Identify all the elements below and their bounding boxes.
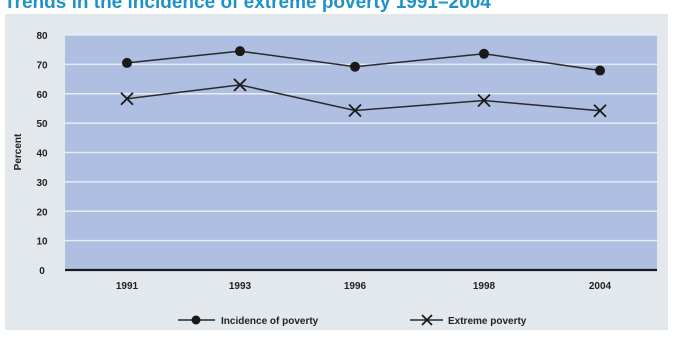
- x-tick-label: 1998: [473, 281, 496, 292]
- y-axis: Percent 0 10 20 30 40 50 60 70 80: [13, 31, 48, 277]
- incidence-of-poverty-point: [235, 46, 245, 57]
- extreme-poverty-point: [120, 92, 134, 106]
- extreme-poverty-point: [348, 103, 362, 118]
- x-tick-label: 1996: [344, 281, 367, 292]
- y-tick-label: 60: [36, 90, 48, 101]
- extreme-poverty-point: [593, 104, 607, 118]
- x-axis: 1991 1993 1996 1998 2004: [65, 268, 657, 292]
- y-tick-label: 80: [36, 31, 48, 42]
- y-tick-label: 20: [36, 207, 48, 218]
- y-tick-label: 50: [36, 119, 48, 130]
- chart-title: Trends in the incidence of extreme pover…: [4, 0, 491, 13]
- incidence-of-poverty-point: [350, 61, 360, 72]
- y-tick-label: 70: [36, 60, 48, 71]
- x-tick-label: 2004: [589, 281, 612, 292]
- y-tick-label: 10: [36, 237, 48, 248]
- incidence-of-poverty-point: [122, 57, 132, 68]
- y-tick-label: 30: [36, 178, 48, 189]
- legend-label: Extreme poverty: [448, 316, 527, 327]
- incidence-of-poverty-point: [479, 48, 489, 59]
- legend-circle-marker: [191, 315, 201, 325]
- x-tick-label: 1993: [229, 281, 252, 292]
- extreme-poverty-point: [233, 78, 247, 92]
- legend: Incidence of poverty Extreme poverty: [178, 314, 527, 327]
- extreme-poverty-point: [477, 93, 491, 108]
- y-tick-label: 40: [36, 149, 48, 160]
- x-tick-label: 1991: [116, 281, 139, 292]
- series-lines: [120, 46, 607, 118]
- legend-x-marker: [421, 314, 433, 326]
- y-axis-label: Percent: [13, 133, 24, 170]
- y-tick-label: 0: [39, 266, 45, 277]
- legend-label: Incidence of poverty: [221, 316, 319, 327]
- legend-item-incidence-of-poverty: Incidence of poverty: [178, 315, 319, 327]
- legend-item-extreme-poverty: Extreme poverty: [410, 314, 527, 327]
- incidence-of-poverty-point: [595, 65, 605, 76]
